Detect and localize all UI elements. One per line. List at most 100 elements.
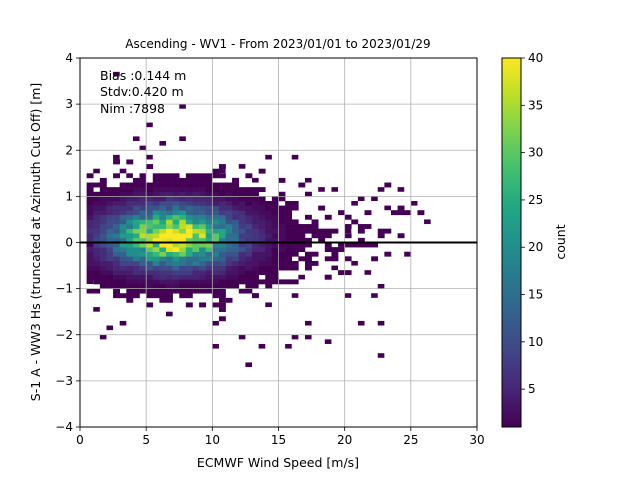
heatmap-cell xyxy=(99,210,107,216)
heatmap-cell xyxy=(119,251,127,257)
heatmap-cell xyxy=(159,187,167,193)
heatmap-cell-sparse xyxy=(232,177,239,183)
heatmap-cell xyxy=(205,173,213,179)
heatmap-cell xyxy=(93,233,101,239)
heatmap-cell xyxy=(245,270,253,276)
heatmap-cell xyxy=(159,200,167,206)
heatmap-cell xyxy=(232,205,240,211)
heatmap-cell xyxy=(205,284,213,289)
heatmap-cell xyxy=(119,214,127,220)
heatmap-cell xyxy=(99,242,107,248)
heatmap-cell xyxy=(212,274,220,280)
heatmap-cell xyxy=(258,200,266,206)
heatmap-cell xyxy=(126,187,134,193)
heatmap-cell xyxy=(166,173,173,179)
heatmap-cell xyxy=(113,159,120,165)
heatmap-cell xyxy=(212,173,220,179)
heatmap-cell xyxy=(166,247,173,253)
heatmap-cell xyxy=(232,210,240,216)
heatmap-cell xyxy=(139,187,147,193)
heatmap-cell xyxy=(205,270,213,276)
heatmap-cell xyxy=(159,247,167,253)
chart-title: Ascending - WV1 - From 2023/01/01 to 202… xyxy=(125,37,430,51)
heatmap-cell xyxy=(205,210,213,216)
heatmap-cell-sparse xyxy=(291,154,299,160)
heatmap-cell xyxy=(139,288,147,294)
heatmap-cell xyxy=(166,237,173,243)
heatmap-cell xyxy=(93,265,101,271)
bias-text: Bias :0.144 m xyxy=(100,68,186,83)
heatmap-cell xyxy=(252,196,259,202)
heatmap-cell xyxy=(119,265,127,271)
heatmap-cell-sparse xyxy=(304,334,312,340)
heatmap-cell xyxy=(185,251,193,257)
heatmap-cell-sparse xyxy=(265,154,272,160)
heatmap-cell xyxy=(86,251,94,257)
heatmap-cell xyxy=(172,270,180,276)
heatmap-cell xyxy=(146,237,154,243)
heatmap-cell-sparse xyxy=(258,343,266,349)
heatmap-cell xyxy=(218,210,226,216)
heatmap-cell xyxy=(205,237,213,243)
y-tick-label: 3 xyxy=(65,97,73,111)
heatmap-cell xyxy=(93,205,101,211)
heatmap-cell xyxy=(238,237,246,243)
heatmap-cell xyxy=(199,210,207,216)
count-text: Nim :7898 xyxy=(100,101,165,116)
heatmap-cell xyxy=(265,256,273,262)
heatmap-cell xyxy=(179,270,187,276)
heatmap-cell xyxy=(271,228,279,234)
heatmap-cell xyxy=(258,256,266,262)
heatmap-cell-sparse xyxy=(106,325,114,331)
heatmap-cell xyxy=(93,191,101,197)
heatmap-cell xyxy=(404,251,412,257)
heatmap-cell xyxy=(232,260,240,266)
heatmap-cell xyxy=(212,233,220,239)
heatmap-cell xyxy=(166,260,173,266)
heatmap-cell xyxy=(291,265,299,271)
heatmap-cell xyxy=(225,228,233,234)
heatmap-cell xyxy=(252,200,259,206)
heatmap-cell xyxy=(166,233,173,239)
y-tick-label: −4 xyxy=(55,420,73,434)
heatmap-cell xyxy=(132,265,140,271)
colorbar-gradient xyxy=(501,57,522,428)
heatmap-cell xyxy=(304,237,312,243)
heatmap-cell xyxy=(212,237,220,243)
heatmap-cell xyxy=(265,274,273,280)
x-tick-label: 20 xyxy=(337,433,352,447)
heatmap-cell xyxy=(232,270,240,276)
heatmap-cell xyxy=(245,242,253,248)
heatmap-cell xyxy=(192,182,200,188)
heatmap-cell-sparse xyxy=(331,265,339,271)
heatmap-cell xyxy=(146,228,154,234)
heatmap-cell-sparse xyxy=(331,187,339,192)
heatmap-cell xyxy=(166,284,173,289)
heatmap-cell xyxy=(278,205,286,211)
heatmap-cell xyxy=(291,242,299,248)
heatmap-cell xyxy=(232,274,240,280)
heatmap-cell xyxy=(285,200,293,206)
heatmap-cell xyxy=(113,270,120,276)
heatmap-cell xyxy=(179,200,187,206)
heatmap-cell xyxy=(139,260,147,266)
heatmap-cell xyxy=(258,205,266,211)
heatmap-cell xyxy=(86,237,94,243)
heatmap-cell xyxy=(93,237,101,243)
heatmap-cell xyxy=(371,242,379,248)
heatmap-cell xyxy=(172,256,180,262)
heatmap-cell xyxy=(86,219,94,225)
heatmap-cell xyxy=(179,233,187,239)
heatmap-cell xyxy=(245,256,253,262)
heatmap-cell xyxy=(179,256,187,262)
heatmap-cell xyxy=(166,251,173,257)
heatmap-cell xyxy=(119,279,127,285)
heatmap-cell xyxy=(185,242,193,248)
heatmap-cell xyxy=(126,247,134,253)
heatmap-cell xyxy=(304,228,312,234)
heatmap-cell xyxy=(265,214,273,220)
heatmap-cell xyxy=(212,242,220,248)
heatmap-cell xyxy=(172,242,180,248)
heatmap-cell-sparse xyxy=(252,293,259,298)
heatmap-cell xyxy=(258,265,266,271)
